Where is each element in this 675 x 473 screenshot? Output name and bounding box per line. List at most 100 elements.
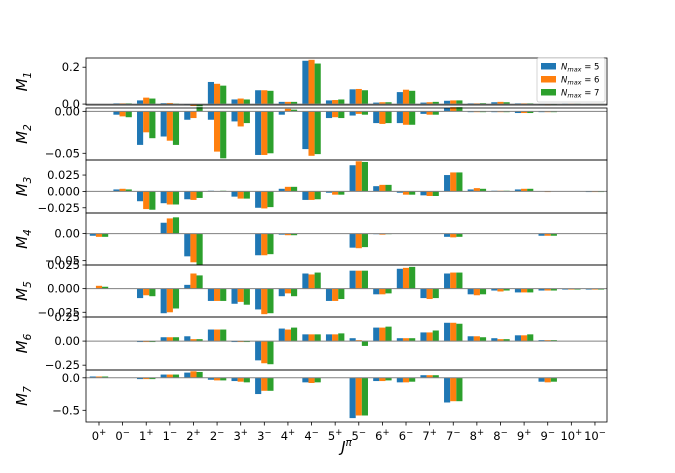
bar bbox=[255, 233, 262, 256]
bar bbox=[550, 233, 557, 236]
bar bbox=[302, 273, 309, 289]
bar bbox=[450, 100, 457, 105]
bar bbox=[255, 111, 262, 155]
bar bbox=[190, 111, 197, 119]
y-tick-label: −0.05 bbox=[45, 254, 80, 268]
bar bbox=[255, 341, 262, 361]
bar bbox=[243, 377, 250, 383]
bar bbox=[355, 161, 362, 192]
panel-frame bbox=[85, 212, 608, 266]
bar bbox=[521, 111, 528, 114]
bar bbox=[396, 111, 403, 124]
bar bbox=[291, 109, 298, 112]
x-tick-label: 0− bbox=[115, 428, 129, 443]
y-tick-label: 0.00 bbox=[54, 104, 80, 118]
bar bbox=[119, 111, 126, 117]
bar bbox=[456, 272, 463, 289]
y-axis-label: M2 bbox=[13, 124, 34, 144]
bar bbox=[284, 101, 291, 105]
bar bbox=[467, 288, 474, 295]
bar bbox=[302, 60, 309, 105]
y-tick-label: −0.5 bbox=[52, 403, 80, 417]
bar bbox=[349, 338, 356, 342]
bar bbox=[444, 175, 451, 192]
bar bbox=[538, 377, 545, 382]
bar bbox=[243, 288, 250, 305]
bar bbox=[527, 334, 534, 342]
legend-swatch bbox=[541, 89, 556, 96]
y-tick-label: −0.05 bbox=[45, 146, 80, 160]
bar bbox=[479, 337, 487, 342]
bar bbox=[95, 376, 103, 378]
bar bbox=[255, 191, 262, 208]
bar bbox=[420, 332, 427, 342]
bar bbox=[420, 111, 427, 114]
bar bbox=[514, 189, 522, 192]
bar bbox=[278, 111, 285, 115]
x-tick-label: 5− bbox=[352, 428, 366, 443]
bar bbox=[450, 272, 457, 289]
bar bbox=[160, 337, 167, 342]
y-tick-label: 0.00 bbox=[54, 227, 80, 241]
y-tick-label: 0.0 bbox=[62, 97, 80, 111]
bar bbox=[267, 90, 274, 105]
bar bbox=[284, 108, 291, 112]
bar bbox=[373, 102, 380, 105]
bar bbox=[338, 111, 345, 119]
bar bbox=[325, 191, 333, 193]
bar bbox=[450, 322, 457, 342]
bar bbox=[544, 288, 551, 291]
bar bbox=[379, 288, 386, 295]
bar bbox=[143, 288, 150, 296]
bar bbox=[267, 191, 274, 208]
bar bbox=[196, 233, 203, 265]
bar bbox=[172, 288, 180, 309]
bar bbox=[379, 102, 386, 105]
bar bbox=[291, 327, 298, 342]
bar bbox=[137, 191, 144, 202]
bar bbox=[355, 377, 362, 416]
bar bbox=[514, 111, 522, 114]
y-tick-label: 0.000 bbox=[47, 184, 80, 198]
bar bbox=[409, 191, 416, 195]
legend-swatch bbox=[541, 63, 556, 70]
bar bbox=[426, 288, 433, 300]
bar bbox=[379, 184, 386, 192]
bar bbox=[149, 98, 156, 105]
x-axis-label: Jπ bbox=[338, 437, 352, 456]
bar bbox=[314, 272, 321, 289]
bar bbox=[338, 288, 345, 300]
legend-label: Nmax = 5 bbox=[561, 63, 599, 74]
bar bbox=[491, 288, 498, 291]
bar bbox=[355, 233, 362, 249]
y-axis-label: M7 bbox=[13, 386, 34, 406]
bar bbox=[267, 233, 274, 255]
x-tick-label: 8+ bbox=[470, 428, 484, 443]
bar bbox=[237, 98, 244, 105]
bar bbox=[332, 100, 339, 105]
bar bbox=[432, 288, 439, 299]
bar bbox=[149, 288, 156, 297]
bar bbox=[172, 111, 180, 145]
bar bbox=[184, 233, 191, 257]
bar bbox=[514, 288, 522, 293]
panel-7: 0.0 −0.5 M7 bbox=[13, 369, 608, 423]
x-tick-label: 4+ bbox=[281, 428, 295, 443]
bar bbox=[432, 330, 439, 342]
bar bbox=[467, 189, 474, 192]
bar bbox=[355, 88, 362, 105]
bar bbox=[426, 111, 433, 115]
bar bbox=[102, 376, 109, 378]
bar bbox=[420, 375, 427, 378]
bar bbox=[409, 377, 416, 382]
bar bbox=[503, 339, 510, 342]
bar bbox=[450, 233, 457, 238]
bar bbox=[361, 90, 368, 105]
bar bbox=[278, 288, 285, 297]
bar bbox=[231, 111, 238, 122]
bar bbox=[255, 377, 262, 395]
bar bbox=[402, 191, 410, 195]
bar bbox=[143, 111, 150, 133]
